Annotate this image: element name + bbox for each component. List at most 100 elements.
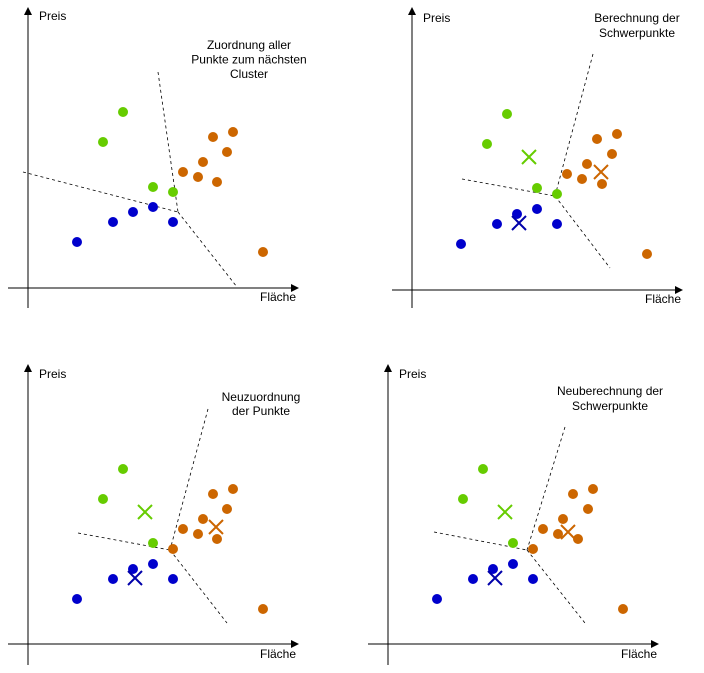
point (573, 534, 583, 544)
point (168, 217, 178, 227)
point (532, 183, 542, 193)
caption: der Punkte (232, 404, 290, 418)
point (597, 179, 607, 189)
x-axis-label: Fläche (645, 292, 681, 306)
point (552, 219, 562, 229)
point (258, 247, 268, 257)
point (212, 177, 222, 187)
boundary (554, 195, 611, 269)
point (178, 167, 188, 177)
point (558, 514, 568, 524)
caption: Schwerpunkte (599, 26, 675, 40)
centroid (208, 519, 224, 535)
point (468, 574, 478, 584)
point (222, 504, 232, 514)
boundary (526, 549, 586, 624)
point (193, 172, 203, 182)
point (128, 564, 138, 574)
point (538, 524, 548, 534)
point (553, 529, 563, 539)
caption: Berechnung der (594, 11, 679, 25)
point (72, 594, 82, 604)
point (568, 489, 578, 499)
point (148, 538, 158, 548)
point (228, 127, 238, 137)
boundary (169, 408, 209, 551)
point (508, 538, 518, 548)
y-axis-label: Preis (39, 9, 66, 23)
boundary (169, 549, 228, 624)
point (148, 182, 158, 192)
point (488, 564, 498, 574)
point (148, 202, 158, 212)
y-axis-label: Preis (39, 367, 66, 381)
point (528, 544, 538, 554)
point (432, 594, 442, 604)
point (528, 574, 538, 584)
centroid (137, 504, 153, 520)
point (118, 464, 128, 474)
point (492, 219, 502, 229)
boundary (554, 53, 594, 197)
point (582, 159, 592, 169)
point (193, 529, 203, 539)
point (618, 604, 628, 614)
point (458, 494, 468, 504)
caption: Punkte zum nächsten (191, 53, 306, 67)
point (108, 574, 118, 584)
boundary (177, 211, 238, 288)
point (502, 109, 512, 119)
point (478, 464, 488, 474)
point (168, 544, 178, 554)
caption: Zuordnung aller (207, 38, 291, 52)
point (222, 147, 232, 157)
point (208, 132, 218, 142)
point (612, 129, 622, 139)
point (508, 559, 518, 569)
point (148, 559, 158, 569)
centroid (511, 215, 527, 231)
point (588, 484, 598, 494)
caption: Neuzuordnung (222, 390, 301, 404)
point (198, 514, 208, 524)
point (212, 534, 222, 544)
y-axis-label: Preis (423, 11, 450, 25)
point (178, 524, 188, 534)
point (168, 187, 178, 197)
centroid (497, 504, 513, 520)
point (228, 484, 238, 494)
point (118, 107, 128, 117)
centroid (487, 570, 503, 586)
point (562, 169, 572, 179)
point (577, 174, 587, 184)
caption: Schwerpunkte (572, 399, 648, 413)
point (482, 139, 492, 149)
point (72, 237, 82, 247)
x-axis-label: Fläche (260, 290, 296, 304)
centroid (593, 164, 609, 180)
caption: Cluster (230, 67, 268, 81)
point (258, 604, 268, 614)
point (98, 137, 108, 147)
point (583, 504, 593, 514)
point (98, 494, 108, 504)
x-axis-label: Fläche (621, 647, 657, 661)
point (552, 189, 562, 199)
point (108, 217, 118, 227)
point (198, 157, 208, 167)
centroid (560, 524, 576, 540)
point (607, 149, 617, 159)
caption: Neuberechnung der (557, 384, 663, 398)
centroid (127, 570, 143, 586)
point (642, 249, 652, 259)
point (592, 134, 602, 144)
boundary (461, 178, 556, 197)
point (128, 207, 138, 217)
point (168, 574, 178, 584)
point (208, 489, 218, 499)
point (512, 209, 522, 219)
